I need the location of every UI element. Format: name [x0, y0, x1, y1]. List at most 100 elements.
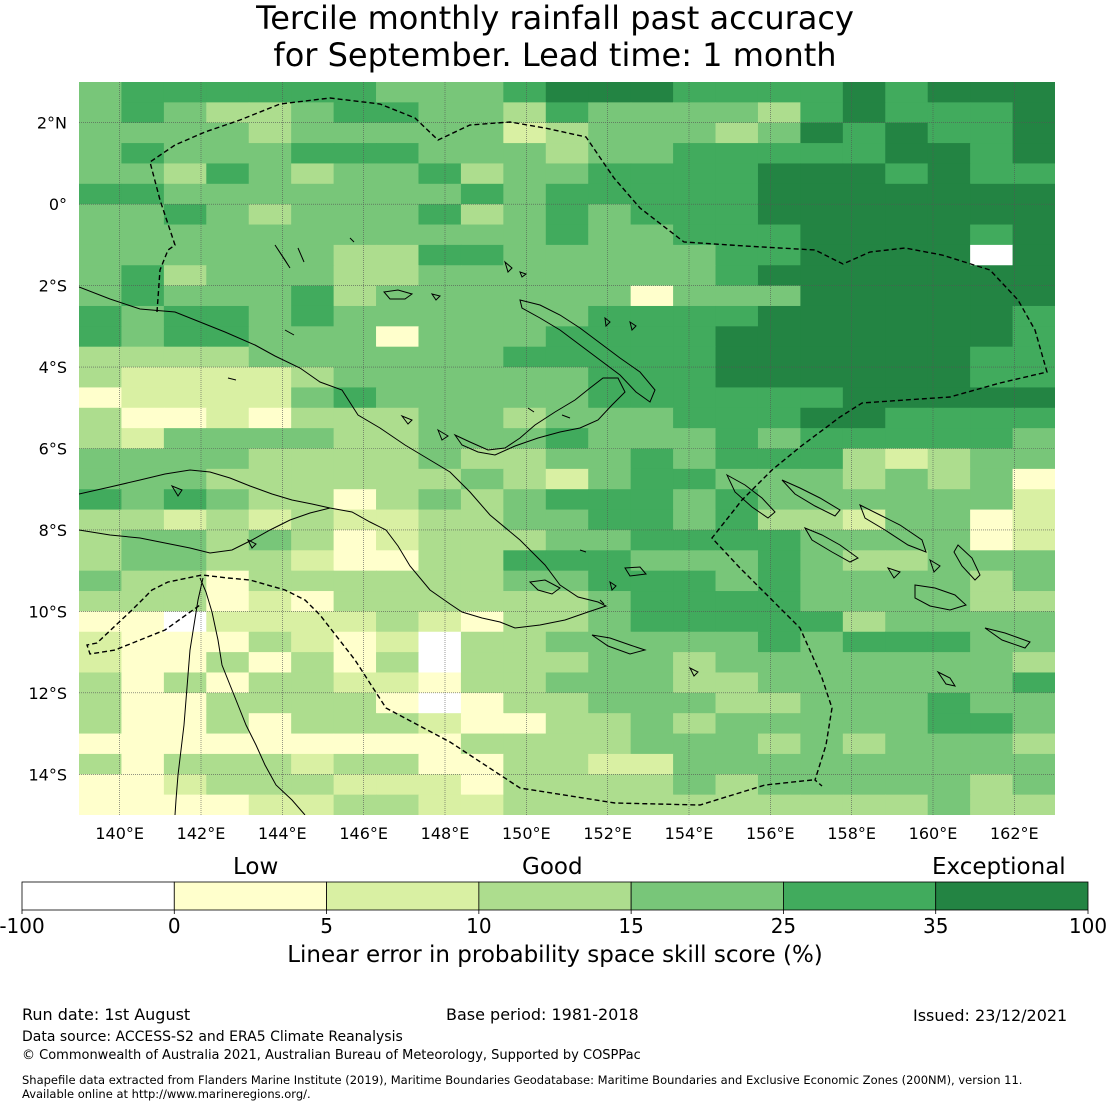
grid-cell [460, 265, 504, 287]
grid-cell [418, 529, 462, 551]
colorbar-bin [935, 881, 1089, 911]
grid-cell [673, 468, 717, 490]
grid-cell [291, 183, 335, 205]
grid-cell [545, 713, 589, 735]
grid-cell [673, 631, 717, 653]
grid-cell [970, 204, 1014, 226]
grid-cell [800, 733, 844, 755]
grid-cell [333, 183, 377, 205]
grid-cell [630, 692, 674, 714]
coastlines [79, 237, 1031, 815]
grid-cell [800, 794, 844, 815]
grid-cell [545, 550, 589, 572]
grid-cell [885, 611, 929, 633]
grid-cell [927, 346, 971, 368]
grid-cell [885, 224, 929, 246]
grid-cell [970, 183, 1014, 205]
grid-cell [545, 265, 589, 287]
grid-cell [970, 509, 1014, 531]
coastline-cape-york-west [174, 577, 204, 815]
grid-cell [545, 224, 589, 246]
grid-cell [927, 183, 971, 205]
grid-cell [800, 367, 844, 389]
grid-cell [545, 387, 589, 409]
grid-cell [588, 611, 632, 633]
grid-cell [885, 509, 929, 531]
grid-cell [715, 468, 759, 490]
grid-cell [163, 468, 207, 490]
grid-cell [79, 224, 123, 246]
grid-cell [885, 448, 929, 470]
grid-cell [630, 143, 674, 165]
grid-cell [757, 713, 801, 735]
grid-cell [291, 774, 335, 796]
grid-cell [842, 367, 886, 389]
grid-cell [885, 733, 929, 755]
grid-cell [503, 713, 547, 735]
grid-cell [248, 570, 292, 592]
grid-cell [248, 753, 292, 775]
grid-cell [757, 407, 801, 429]
grid-cell [715, 509, 759, 531]
grid-cell [248, 692, 292, 714]
grid-cell [291, 713, 335, 735]
grid-cell [376, 550, 420, 572]
grid-cell [588, 631, 632, 653]
grid-cell [885, 428, 929, 450]
grid-cell [248, 509, 292, 531]
grid-cell [970, 163, 1014, 185]
grid-cell [376, 285, 420, 307]
grid-cell [800, 652, 844, 674]
grid-cell [588, 163, 632, 185]
coastline-bougainville [725, 473, 776, 519]
grid-cell [800, 285, 844, 307]
grid-cell [970, 122, 1014, 144]
grid-cell [248, 163, 292, 185]
grid-cell [418, 489, 462, 511]
grid-cell [757, 285, 801, 307]
grid-cell [376, 82, 420, 103]
grid-cell [885, 692, 929, 714]
grid-cell [206, 122, 250, 144]
grid-cell [121, 326, 165, 348]
grid-cell [460, 163, 504, 185]
grid-cell [800, 428, 844, 450]
grid-cell [163, 611, 207, 633]
grid-cell [376, 509, 420, 531]
grid-cell [163, 570, 207, 592]
grid-cell [248, 733, 292, 755]
grid-cell [800, 163, 844, 185]
grid-cell [715, 672, 759, 694]
grid-cell [503, 367, 547, 389]
grid-cell [333, 143, 377, 165]
grid-cell [418, 611, 462, 633]
grid-cell [248, 407, 292, 429]
grid-cell [970, 102, 1014, 124]
coastline-makira [984, 627, 1031, 649]
grid-cell [291, 753, 335, 775]
grid-cell [1012, 204, 1055, 226]
grid-cell [1012, 713, 1055, 735]
grid-cell [121, 753, 165, 775]
grid-cell [588, 346, 632, 368]
grid-cell [545, 591, 589, 612]
grid-cell [757, 367, 801, 389]
grid-cell [1012, 794, 1055, 815]
grid-cell [248, 326, 292, 348]
grid-cell [376, 244, 420, 266]
grid-cell [715, 774, 759, 796]
grid-cell [757, 122, 801, 144]
grid-cell [248, 489, 292, 511]
grid-cell [333, 428, 377, 450]
grid-cell [163, 163, 207, 185]
grid-cell [757, 102, 801, 124]
grid-cell [800, 224, 844, 246]
latitude-label: 12°S [28, 684, 67, 703]
grid-cell [206, 285, 250, 307]
grid-cell [800, 407, 844, 429]
grid-cell [757, 794, 801, 815]
grid-cell [333, 550, 377, 572]
grid-cell [927, 102, 971, 124]
grid-cell [163, 448, 207, 470]
grid-cell [376, 652, 420, 674]
